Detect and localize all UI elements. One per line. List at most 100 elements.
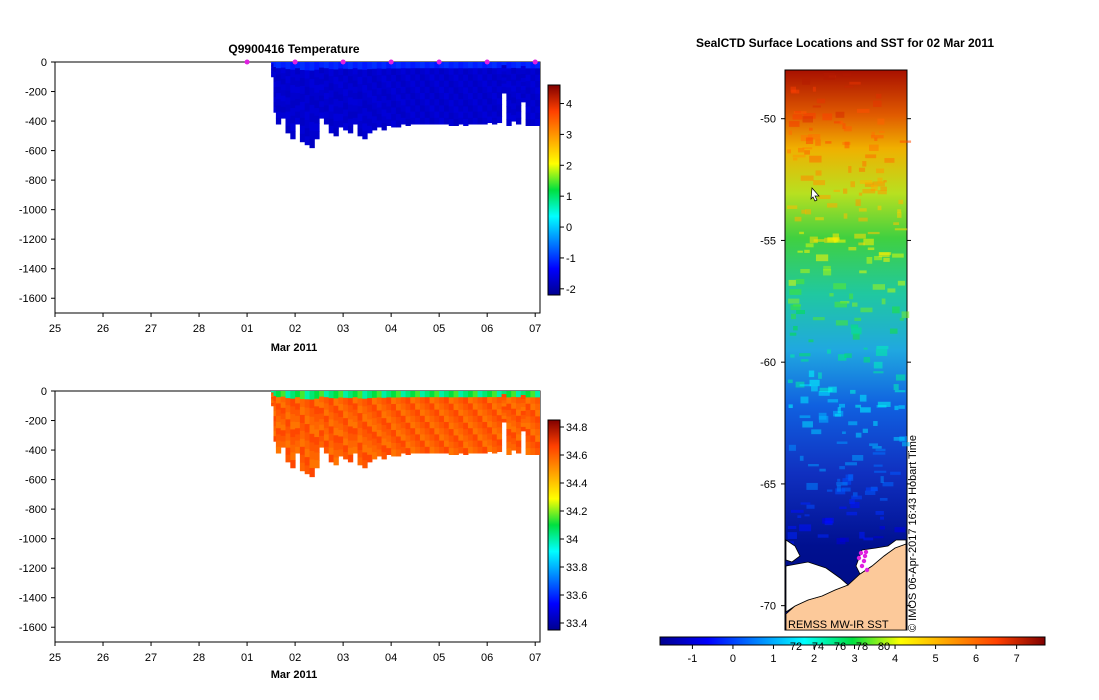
profile-cell — [314, 406, 320, 415]
profile-cell — [525, 93, 531, 101]
profile-cell — [515, 93, 522, 100]
profile-cell — [338, 87, 344, 95]
profile-cell — [362, 398, 368, 407]
profile-cell — [319, 112, 325, 119]
profile-cell — [511, 391, 517, 398]
profile-cell — [271, 62, 274, 64]
profile-cell — [371, 89, 378, 97]
profile-cell — [319, 407, 325, 414]
profile-cell — [453, 68, 459, 76]
profile-cell — [472, 422, 479, 429]
profile-cell — [362, 69, 368, 78]
profile-cell — [273, 72, 277, 78]
profile-cell — [535, 119, 540, 126]
profile-cell — [273, 416, 277, 422]
profile-cell — [491, 86, 498, 94]
profile-cell — [453, 448, 459, 455]
profile-cell — [443, 86, 450, 94]
x-tick-label: 27 — [145, 652, 157, 664]
sst-texture-cell — [815, 254, 829, 262]
x-tick-label: 07 — [529, 323, 541, 335]
profile-cell — [405, 422, 411, 430]
profile-cell — [511, 426, 517, 433]
profile-cell — [275, 440, 282, 448]
profile-cell — [371, 445, 378, 453]
salinity-colorbar-ticks: 34.8 34.6 34.4 34.2 34 33.8 33.6 33.4 — [560, 422, 587, 630]
sst-texture-cell — [842, 73, 852, 77]
profile-cell — [487, 403, 493, 410]
profile-cell — [467, 105, 474, 113]
profile-cell — [501, 406, 507, 411]
profile-cell — [347, 90, 354, 98]
x-tick-label: 05 — [433, 652, 445, 664]
profile-cell — [405, 81, 411, 88]
profile-cell — [295, 403, 301, 411]
profile-cell — [506, 87, 512, 95]
profile-cell — [443, 105, 450, 113]
profile-cell — [333, 391, 339, 399]
profile-cell — [463, 87, 469, 95]
salinity-panel: 0 -200 -400 -600 -800 -1000 -1200 -1400 -1600 25… — [19, 386, 588, 681]
sst-texture-cell — [788, 121, 800, 127]
profile-cell — [381, 62, 387, 70]
profile-cell — [271, 63, 274, 66]
profile-cell — [304, 432, 311, 442]
profile-cell — [443, 409, 450, 417]
profile-cell — [343, 95, 349, 104]
profile-cell — [275, 86, 282, 94]
colorbar-tick-label: 4 — [566, 99, 572, 111]
profile-cell — [304, 391, 311, 400]
profile-cell — [352, 391, 359, 398]
profile-cell — [391, 416, 397, 424]
colorbar-tick-label: 33.8 — [566, 562, 587, 574]
profile-cell — [323, 117, 330, 125]
profile-cell — [376, 429, 383, 437]
profile-cell — [400, 440, 407, 448]
profile-cell — [323, 99, 330, 106]
colorbar-tick-label: 34 — [566, 534, 578, 546]
profile-cell — [400, 397, 407, 404]
profile-cell — [520, 410, 527, 416]
profile-cell — [333, 420, 339, 429]
profile-cell — [328, 118, 335, 127]
profile-cell — [463, 448, 469, 455]
sst-texture-cell — [813, 180, 826, 186]
profile-cell — [415, 409, 421, 417]
profile-cell — [304, 111, 311, 121]
profile-cell — [458, 105, 464, 113]
profile-cell — [511, 420, 517, 427]
profile-cell — [386, 441, 392, 449]
profile-cell — [271, 70, 274, 73]
sst-texture-cell — [870, 134, 884, 139]
profile-cell — [434, 105, 440, 113]
profile-cell — [415, 434, 421, 442]
profile-cell — [323, 80, 330, 88]
sst-texture-cell — [819, 387, 833, 393]
profile-cell — [347, 412, 354, 420]
sst-texture-cell — [852, 333, 860, 340]
profile-cell — [530, 93, 536, 101]
profile-cell — [405, 100, 411, 107]
profile-cell — [395, 410, 402, 418]
sst-texture-cell — [899, 140, 912, 143]
profile-cell — [328, 111, 335, 120]
profile-cell — [376, 403, 383, 411]
profile-cell — [357, 106, 363, 115]
profile-cell — [275, 111, 282, 119]
profile-cell — [343, 404, 349, 412]
profile-cell — [343, 391, 349, 399]
profile-cell — [453, 81, 459, 88]
profile-cell — [501, 391, 507, 395]
profile-cell — [415, 397, 421, 404]
sst-texture-cell — [869, 443, 878, 447]
profile-cell — [405, 87, 411, 95]
profile-cell — [280, 441, 286, 448]
profile-cell — [463, 429, 469, 436]
profile-cell — [415, 403, 421, 411]
x-tick-label: 04 — [385, 323, 397, 335]
profile-cell — [343, 438, 349, 446]
profile-cell — [434, 428, 440, 435]
profile-cell — [347, 118, 354, 127]
profile-cell — [386, 62, 392, 69]
profile-cell — [386, 93, 392, 101]
